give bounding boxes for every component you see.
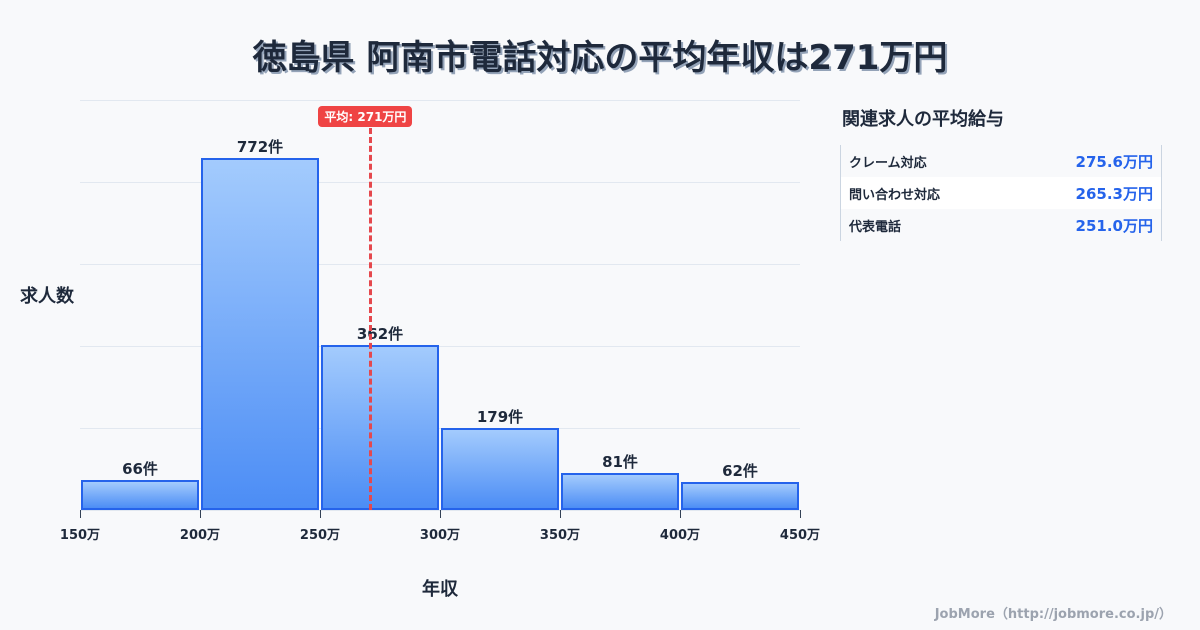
x-tick-label: 200万 [179, 528, 221, 543]
related-salary-title: 関連求人の平均給与 [842, 109, 1004, 130]
x-tick-label: 150万 [59, 528, 101, 543]
histogram-chart: 求人数 年収 66件 772件 362件 179件 81件 62件 150万 200万 250万… [20, 100, 820, 600]
bar-value-label: 81件 [602, 453, 638, 472]
job-salary: 275.6万円 [1075, 152, 1153, 171]
job-name: 問い合わせ対応 [849, 187, 941, 203]
job-salary: 265.3万円 [1075, 184, 1153, 203]
y-axis-label: 求人数 [20, 286, 74, 307]
x-tick [200, 510, 201, 518]
x-tick [560, 510, 561, 518]
gridline [80, 346, 800, 347]
average-line [369, 128, 373, 510]
bar-value-label: 179件 [476, 408, 524, 427]
histogram-bar [561, 473, 679, 510]
related-salary-row: 代表電話 251.0万円 [841, 209, 1161, 241]
bar-value-label: 772件 [236, 138, 284, 157]
bar-value-label: 362件 [356, 325, 404, 344]
histogram-bar [441, 428, 559, 510]
x-tick [80, 510, 81, 518]
related-salary-row: 問い合わせ対応 265.3万円 [841, 177, 1161, 209]
x-tick-label: 300万 [419, 528, 461, 543]
job-name: クレーム対応 [849, 155, 927, 171]
histogram-bar [681, 481, 799, 510]
histogram-bar [201, 158, 319, 510]
bar-value-label: 62件 [722, 461, 758, 480]
x-tick [440, 510, 441, 518]
histogram-bar [81, 479, 199, 510]
footer-credit: JobMore（http://jobmore.co.jp/） [934, 607, 1172, 622]
x-tick [800, 510, 801, 518]
x-tick-label: 350万 [539, 528, 581, 543]
x-tick [320, 510, 321, 518]
job-salary: 251.0万円 [1075, 216, 1153, 235]
gridline [80, 264, 800, 265]
gridline [80, 182, 800, 183]
x-tick-label: 450万 [779, 528, 821, 543]
gridline [80, 428, 800, 429]
x-axis-label: 年収 [422, 579, 458, 600]
histogram-bar [321, 345, 439, 510]
related-salary-table: クレーム対応 275.6万円 問い合わせ対応 265.3万円 代表電話 251.… [840, 145, 1162, 241]
x-tick-label: 250万 [299, 528, 341, 543]
page-title: 徳島県 阿南市電話対応の平均年収は271万円 [252, 38, 948, 78]
x-tick [680, 510, 681, 518]
related-salary-row: クレーム対応 275.6万円 [841, 145, 1161, 177]
x-tick-label: 400万 [659, 528, 701, 543]
bar-value-label: 66件 [122, 459, 158, 478]
job-name: 代表電話 [849, 219, 902, 235]
average-badge: 平均: 271万円 [318, 106, 413, 127]
gridline [80, 100, 800, 101]
